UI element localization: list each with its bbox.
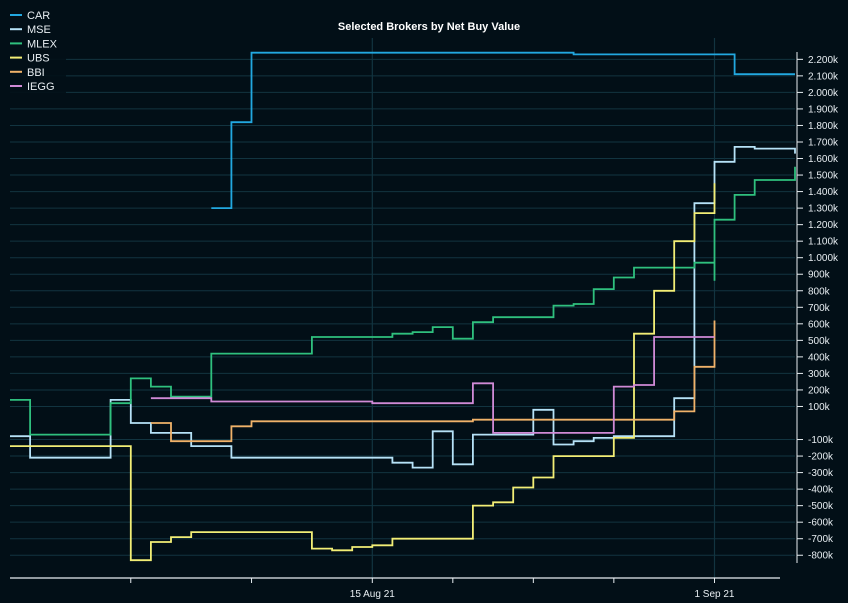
series-line-mse — [10, 146, 796, 469]
y-tick-label: 1.600k — [808, 154, 839, 165]
legend-label-car: CAR — [27, 10, 50, 22]
y-tick-label: 1.200k — [808, 220, 839, 231]
y-tick-label: 300k — [808, 369, 831, 380]
y-tick-label: 1.900k — [808, 104, 839, 115]
y-tick-label: 100k — [808, 402, 831, 413]
legend-label-bbi: BBI — [27, 67, 45, 79]
y-tick-label: 1.800k — [808, 121, 839, 132]
y-tick-label: 700k — [808, 303, 831, 314]
x-tick-label: 1 Sep 21 — [694, 589, 734, 600]
y-tick-label: 400k — [808, 352, 831, 363]
legend-label-iegg: IEGG — [27, 81, 55, 93]
y-tick-label: 600k — [808, 319, 831, 330]
y-tick-label: 200k — [808, 385, 831, 396]
legend-label-ubs: UBS — [27, 53, 50, 65]
y-tick-label: -700k — [808, 534, 834, 545]
series-line-bbi — [150, 320, 716, 443]
series-lines — [10, 51, 796, 562]
legend: CAR MSE MLEX UBS BBI IEGG — [4, 4, 66, 94]
y-tick-label: -400k — [808, 485, 834, 496]
y-tick-label: 1.500k — [808, 171, 839, 182]
y-tick-label: 1.000k — [808, 253, 839, 264]
grid — [10, 38, 795, 578]
series-line-iegg — [150, 336, 715, 434]
axes: -800k -700k -600k -500k -400k -300k -200k -100k… — [10, 52, 839, 600]
y-tick-label: 1.400k — [808, 187, 839, 198]
legend-box — [4, 4, 66, 94]
y-tick-label: 800k — [808, 286, 831, 297]
legend-label-mlex: MLEX — [27, 38, 58, 50]
y-tick-label: 2.100k — [808, 71, 839, 82]
y-tick-label: -600k — [808, 518, 834, 529]
y-tick-label: 1.100k — [808, 237, 839, 248]
series-line-ubs — [10, 183, 716, 562]
y-tick-label: -100k — [808, 435, 834, 446]
legend-label-mse: MSE — [27, 24, 51, 36]
series-line-car — [211, 51, 795, 209]
y-tick-label: -300k — [808, 468, 834, 479]
series-line-mlex — [10, 166, 796, 436]
x-tick-label: 15 Aug 21 — [350, 589, 395, 600]
y-tick-label: 500k — [808, 336, 831, 347]
chart-title: Selected Brokers by Net Buy Value — [338, 21, 520, 33]
y-tick-label: 1.300k — [808, 204, 839, 215]
y-tick-label: 2.000k — [808, 88, 839, 99]
y-tick-label: -800k — [808, 551, 834, 562]
y-tick-label: -500k — [808, 501, 834, 512]
y-tick-label: 2.200k — [808, 55, 839, 66]
y-tick-label: 1.700k — [808, 137, 839, 148]
y-tick-label: -200k — [808, 452, 834, 463]
y-tick-label: 900k — [808, 270, 831, 281]
